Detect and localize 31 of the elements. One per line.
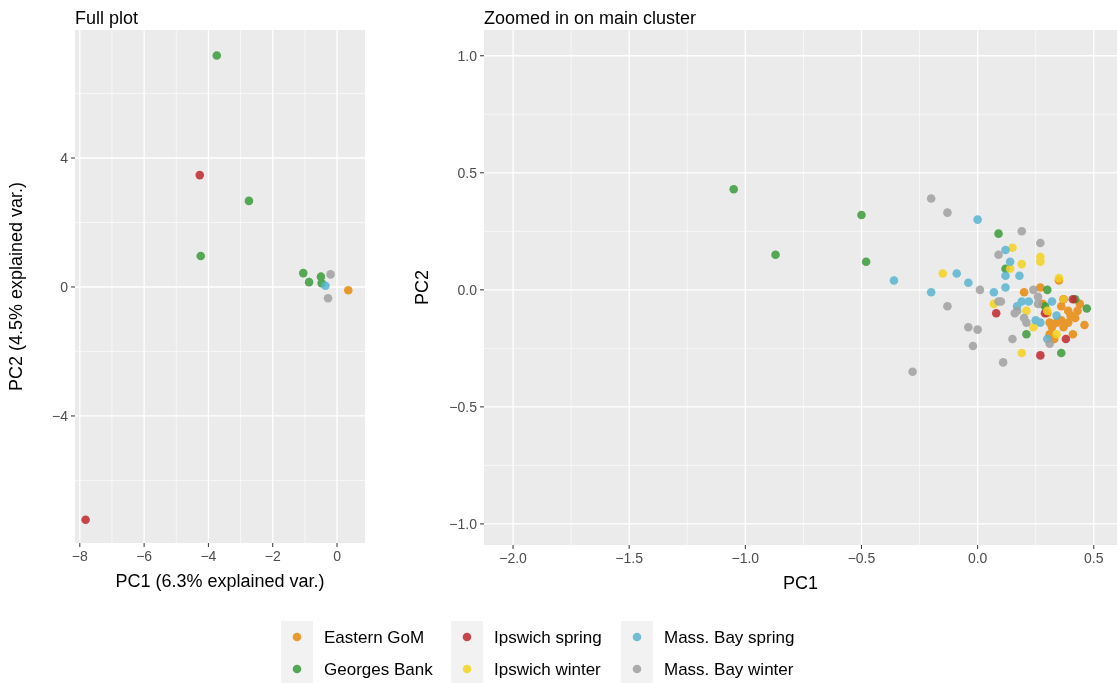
y-tick-label: 0.0 [457,281,478,298]
y-tick-label: −4 [52,407,69,424]
legend-label: Eastern GoM [324,627,425,647]
x-tick-label: −1.5 [615,550,644,566]
legend-label: Mass. Bay spring [664,627,795,647]
x-axis-title: PC1 (6.3% explained var.) [115,571,325,591]
y-tick-label: −1.0 [449,515,478,532]
y-tick-label: 4 [60,149,69,166]
y-tick-label: 0 [60,278,69,295]
x-tick-label: −4 [200,548,217,564]
x-tick-label: −2 [264,548,281,564]
y-tick-label: 1.0 [457,47,478,64]
legend-label: Georges Bank [324,659,434,679]
x-tick-label: 0 [333,548,342,564]
x-tick-label: −8 [71,548,89,564]
y-tick-label: 0.5 [457,164,478,181]
x-tick-label: −2.0 [499,550,528,566]
x-tick-label: 0.5 [1084,550,1104,566]
x-axis-title: PC1 [782,573,819,593]
chart-title: Zoomed in on main cluster [484,8,697,28]
y-axis-title: PC2 (4.5% explained var.) [6,181,26,392]
x-tick-label: −1.0 [731,550,760,566]
x-tick-label: −6 [136,548,153,564]
legend-label: Ipswich spring [494,627,602,647]
chart-title: Full plot [75,8,139,28]
x-tick-label: 0.0 [967,550,988,566]
y-tick-label: −0.5 [449,398,478,415]
y-axis-title: PC2 [412,269,432,306]
legend-label: Mass. Bay winter [664,659,794,679]
x-tick-label: −0.5 [847,550,876,566]
legend-label: Ipswich winter [494,659,602,679]
